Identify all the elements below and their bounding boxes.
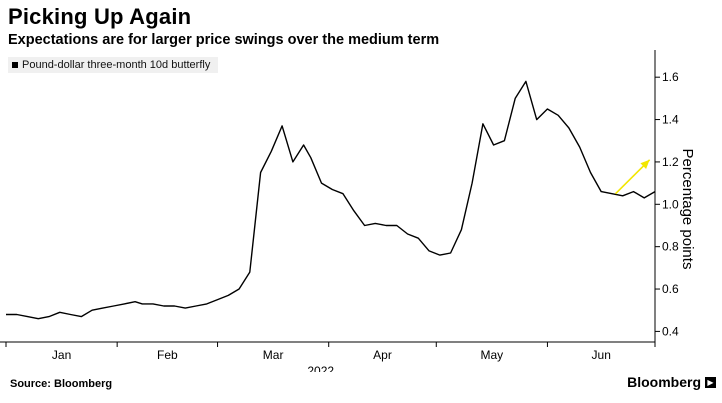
x-tick-label: Apr — [373, 348, 392, 362]
y-tick-label: 1.6 — [662, 70, 679, 84]
y-axis-title: Percentage points — [679, 149, 696, 270]
y-tick-label: 1.0 — [662, 197, 679, 211]
y-tick-label: 1.4 — [662, 113, 679, 127]
line-chart: 0.4 0.6 0.8 1.0 1.2 1.4 1.6 Jan Feb Mar Apr May Jun 2… — [0, 50, 696, 372]
source-note: Source: Bloomberg — [10, 378, 113, 390]
x-tick-label: Mar — [263, 348, 284, 362]
chart-title: Picking Up Again — [8, 4, 192, 29]
legend-label: Pound-dollar three-month 10d butterfly — [22, 59, 211, 71]
x-year-label: 2022 — [307, 364, 334, 372]
bloomberg-logo: Bloomberg ▶ — [627, 374, 716, 390]
x-tick-label: Feb — [157, 348, 178, 362]
legend-swatch — [12, 62, 18, 68]
x-tick-label: Jun — [592, 348, 611, 362]
annotation-layer — [614, 159, 651, 195]
chart-subtitle: Expectations are for larger price swings… — [8, 32, 440, 48]
trend-arrow-head-icon — [640, 159, 650, 169]
legend: Pound-dollar three-month 10d butterfly — [8, 57, 219, 73]
x-tick-label: May — [481, 348, 504, 362]
axes-layer: 0.4 0.6 0.8 1.0 1.2 1.4 1.6 Jan Feb Mar Apr May Jun 2… — [0, 50, 696, 372]
series-line-0 — [6, 80, 656, 320]
brand-mark-icon: ▶ — [705, 376, 716, 388]
y-tick-label: 0.8 — [662, 240, 679, 254]
series-layer — [6, 80, 656, 320]
y-tick-label: 0.6 — [662, 282, 679, 296]
x-tick-label: Jan — [52, 348, 71, 362]
y-tick-label: 1.2 — [662, 155, 679, 169]
brand-name: Bloomberg — [627, 374, 701, 390]
y-tick-label: 0.4 — [662, 324, 679, 338]
